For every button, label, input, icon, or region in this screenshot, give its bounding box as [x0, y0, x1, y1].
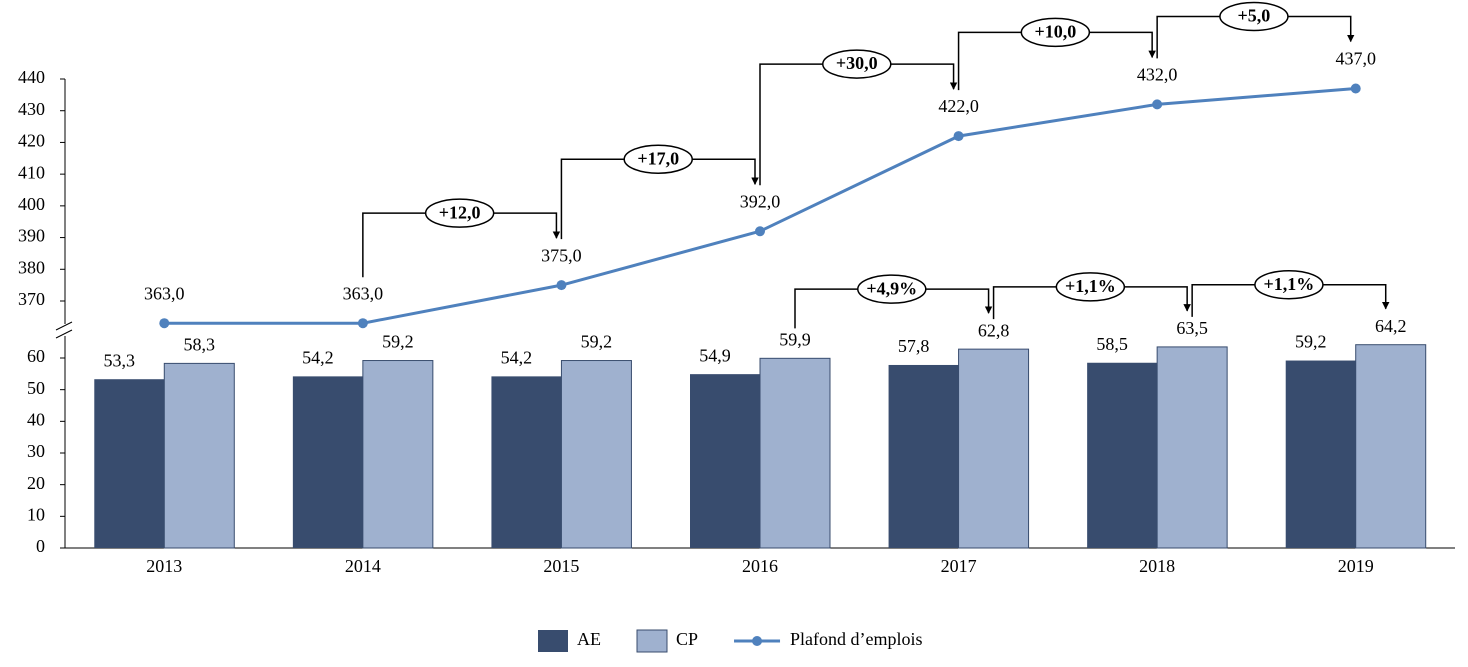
legend-label: CP — [676, 629, 698, 649]
point — [556, 280, 567, 291]
y2-tick-label: 380 — [18, 257, 45, 277]
value-label: 375,0 — [541, 245, 582, 265]
y-tick-label: 0 — [36, 536, 45, 556]
value-label: 54,2 — [501, 347, 533, 367]
bar — [1087, 362, 1158, 548]
y-tick-label: 10 — [27, 504, 45, 524]
x-tick-label: 2017 — [941, 556, 977, 576]
point — [159, 318, 170, 329]
value-label: 59,9 — [779, 329, 811, 349]
bar — [362, 360, 434, 549]
annotation-label: +4,9% — [866, 278, 917, 298]
value-label: 54,9 — [699, 345, 731, 365]
x-tick-label: 2013 — [146, 556, 182, 576]
y2-tick-label: 370 — [18, 289, 45, 309]
value-label: 432,0 — [1137, 64, 1178, 84]
bar — [94, 379, 165, 548]
value-label: 57,8 — [898, 336, 930, 356]
y2-tick-label: 400 — [18, 194, 45, 214]
value-label: 54,2 — [302, 347, 334, 367]
y2-tick-label: 430 — [18, 99, 45, 119]
bar — [759, 357, 831, 549]
y-tick-label: 20 — [27, 473, 45, 493]
bar — [292, 376, 363, 548]
bar — [958, 348, 1030, 549]
x-tick-label: 2018 — [1139, 556, 1175, 576]
value-label: 392,0 — [740, 191, 781, 211]
bar — [1156, 346, 1228, 549]
point — [755, 226, 765, 237]
value-label: 58,5 — [1096, 334, 1128, 354]
value-label: 64,2 — [1375, 316, 1407, 336]
axis-break-gap — [56, 324, 74, 336]
legend-swatch — [752, 636, 763, 646]
point — [1350, 83, 1361, 94]
y2-tick-label: 440 — [18, 67, 45, 87]
legend-label: Plafond d’emplois — [790, 629, 923, 649]
bar — [560, 360, 632, 549]
value-label: 58,3 — [184, 335, 216, 355]
annotation-label: +17,0 — [637, 148, 679, 168]
value-label: 53,3 — [104, 350, 136, 370]
legend-swatch — [636, 629, 668, 653]
x-tick-label: 2016 — [742, 556, 778, 576]
value-label: 63,5 — [1176, 318, 1208, 338]
point — [1152, 99, 1163, 110]
annotation-oval — [1055, 272, 1126, 302]
legend-swatch — [538, 630, 568, 652]
annotation-arrow — [759, 63, 958, 186]
annotation-oval — [623, 144, 693, 174]
annotation-label: +12,0 — [439, 202, 481, 222]
bar — [888, 364, 959, 548]
legend-label: AE — [577, 629, 601, 649]
bar — [1355, 344, 1427, 549]
y-tick-label: 60 — [27, 346, 45, 366]
x-tick-label: 2015 — [543, 556, 579, 576]
y-tick-label: 40 — [27, 409, 45, 429]
axis-break — [55, 329, 73, 339]
value-label: 437,0 — [1335, 49, 1376, 69]
y-tick-label: 50 — [27, 378, 45, 398]
value-label: 59,2 — [382, 332, 414, 352]
x-tick-label: 2014 — [345, 556, 381, 576]
annotation-oval — [424, 198, 495, 228]
annotation-label: +1,1% — [1264, 274, 1315, 294]
annotation-label: +30,0 — [836, 53, 878, 73]
annotation-label: +5,0 — [1238, 6, 1271, 26]
annotation-oval — [822, 49, 892, 79]
annotation-label: +10,0 — [1034, 21, 1076, 41]
bar — [163, 362, 235, 549]
bar — [690, 374, 760, 548]
annotation-oval — [1219, 1, 1289, 32]
y2-tick-label: 410 — [18, 162, 45, 182]
annotation-oval — [1254, 269, 1324, 300]
y2-tick-label: 420 — [18, 131, 45, 151]
value-label: 59,2 — [1295, 332, 1327, 352]
bar — [491, 376, 562, 548]
point — [357, 318, 368, 329]
x-tick-label: 2019 — [1338, 556, 1374, 576]
annotation-label: +1,1% — [1065, 276, 1116, 296]
value-label: 422,0 — [938, 96, 979, 116]
y-tick-label: 30 — [27, 441, 45, 461]
point — [953, 131, 964, 142]
value-label: 59,2 — [581, 332, 613, 352]
y2-tick-label: 390 — [18, 226, 45, 246]
value-label: 62,8 — [978, 320, 1010, 340]
annotation-oval — [1020, 17, 1091, 48]
bar — [1285, 360, 1356, 548]
axis-break — [55, 321, 73, 331]
value-label: 363,0 — [343, 283, 384, 303]
value-label: 363,0 — [144, 283, 185, 303]
annotation-oval — [857, 274, 927, 304]
